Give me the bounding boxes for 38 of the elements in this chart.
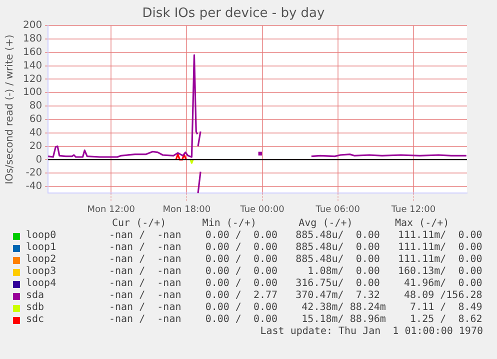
text: -nan / -nan 0.00 / 0.00 885.48u/ 0.00 111.11m/ 0.00 xyxy=(109,230,482,242)
legend-label: sda xyxy=(26,290,46,302)
text: -nan / -nan 0.00 / 0.00 15.18m/ 88.96m 1.25 / 8.62 xyxy=(109,314,482,326)
y-tick-label: 60 xyxy=(29,114,42,126)
x-tick-label: Tue 06:00 xyxy=(314,204,360,215)
y-tick-label: 160 xyxy=(22,47,42,58)
x-tick-label: Tue 12:00 xyxy=(390,204,436,215)
legend-label: loop4 xyxy=(26,278,58,290)
legend-label: loop0 xyxy=(26,230,58,242)
y-tick-label: 100 xyxy=(22,87,42,98)
text: -nan / -nan 0.00 / 0.00 42.38m/ 88.24m 7.11 / 8.49 xyxy=(109,302,482,314)
legend-label: sdb xyxy=(26,302,46,314)
y-tick-label: 120 xyxy=(22,74,42,85)
text: Last update: Thu Jan 1 01:00:00 1970 xyxy=(259,326,484,338)
text: -nan / -nan 0.00 / 0.00 1.08m/ 0.00 160.13m/ 0.00 xyxy=(109,266,482,278)
text: -nan / -nan 0.00 / 2.77 370.47m/ 7.32 48.09 /156.28 xyxy=(109,290,482,302)
y-tick-label: 40 xyxy=(29,127,42,138)
x-tick-label: Mon 12:00 xyxy=(87,204,136,215)
y-tick-label: 180 xyxy=(22,34,42,45)
x-tick-label: Mon 18:00 xyxy=(162,204,211,215)
text: -nan / -nan 0.00 / 0.00 885.48u/ 0.00 111.11m/ 0.00 xyxy=(109,242,482,254)
y-tick-label: 200 xyxy=(22,20,42,32)
legend-label: loop1 xyxy=(26,242,58,254)
chart-title: Disk IOs per device - by day xyxy=(142,6,326,22)
legend-label: loop3 xyxy=(26,266,58,278)
text: Cur (-/+) Min (-/+) Avg (-/+) Max (-/+) xyxy=(111,218,450,230)
y-tick-label: -20 xyxy=(26,168,42,179)
y-tick-label: -40 xyxy=(26,181,42,192)
y-axis-title: IOs/second read (-) / write (+) xyxy=(4,34,16,184)
text: -nan / -nan 0.00 / 0.00 316.75u/ 0.00 41.96m/ 0.00 xyxy=(109,278,482,290)
text: -nan / -nan 0.00 / 0.00 885.48u/ 0.00 111.11m/ 0.00 xyxy=(109,254,482,266)
y-tick-label: 80 xyxy=(29,100,42,112)
y-tick-label: 20 xyxy=(29,140,42,152)
y-tick-label: 0 xyxy=(36,154,42,166)
legend-label: sdc xyxy=(26,314,46,326)
legend-label: loop2 xyxy=(26,254,58,266)
x-tick-label: Tue 00:00 xyxy=(239,204,285,215)
y-tick-label: 140 xyxy=(22,60,42,72)
